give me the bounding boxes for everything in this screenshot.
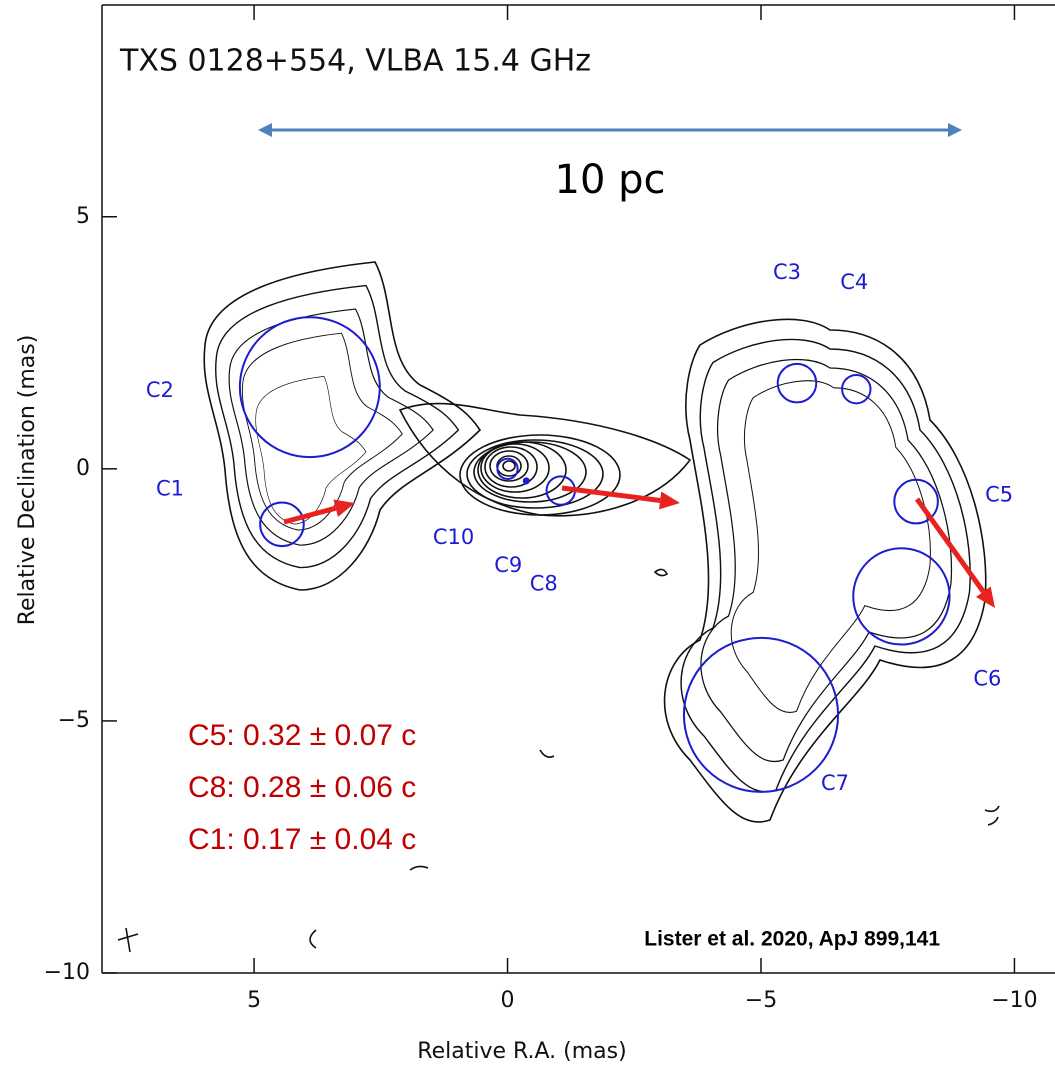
x-tick-label: 5 bbox=[247, 988, 261, 1013]
chart-title: TXS 0128+554, VLBA 15.4 GHz bbox=[119, 44, 591, 79]
component bbox=[524, 478, 529, 483]
component-label: C5 bbox=[985, 483, 1013, 507]
y-tick-label: 5 bbox=[76, 204, 90, 229]
y-tick-label: −10 bbox=[44, 960, 90, 985]
chart: TXS 0128+554, VLBA 15.4 GHz 10 pc Lister… bbox=[0, 0, 1055, 1076]
speed-annotation: C5: 0.32 ± 0.07 c bbox=[188, 719, 416, 752]
x-tick-label: −5 bbox=[745, 988, 777, 1013]
component-label: C9 bbox=[494, 553, 522, 577]
component-label: C1 bbox=[156, 476, 184, 500]
component-label: C10 bbox=[433, 525, 474, 549]
component-label: C4 bbox=[840, 270, 868, 294]
component-label: C6 bbox=[973, 666, 1001, 690]
speed-annotation: C8: 0.28 ± 0.06 c bbox=[188, 771, 416, 804]
y-tick-label: −5 bbox=[58, 708, 90, 733]
credit: Lister et al. 2020, ApJ 899,141 bbox=[644, 928, 940, 951]
component-label: C2 bbox=[146, 378, 174, 402]
speed-annotation: C1: 0.17 ± 0.04 c bbox=[188, 823, 416, 856]
x-axis-label: Relative R.A. (mas) bbox=[417, 1039, 626, 1064]
component-label: C7 bbox=[821, 771, 849, 795]
component-label: C3 bbox=[773, 260, 801, 284]
y-tick-label: 0 bbox=[76, 456, 90, 481]
background bbox=[0, 0, 1055, 1076]
x-tick-label: 0 bbox=[501, 988, 515, 1013]
x-tick-label: −10 bbox=[991, 988, 1037, 1013]
y-axis-label: Relative Declination (mas) bbox=[15, 335, 40, 626]
component-label: C8 bbox=[530, 572, 558, 596]
scale-bar-label: 10 pc bbox=[555, 157, 666, 203]
